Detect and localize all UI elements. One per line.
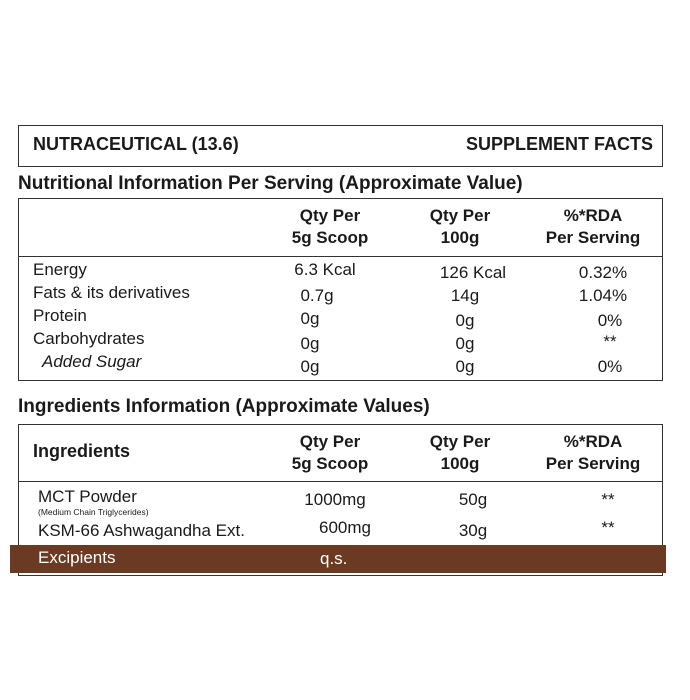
ingredients-header-divider xyxy=(18,481,663,482)
header-left-title: NUTRACEUTICAL (13.6) xyxy=(33,134,239,154)
excipients-bar: Excipients q.s. xyxy=(10,545,666,573)
ingredients-col-name: Ingredients xyxy=(33,441,131,461)
nutrient-name: Carbohydrates xyxy=(33,329,145,348)
nutrition-col-rda: %*RDA Per Serving xyxy=(545,206,641,247)
ingredient-name: KSM-66 Ashwagandha Ext. xyxy=(38,521,245,540)
ingredient-name: MCT Powder xyxy=(38,487,137,506)
ingredient-100g: 30g xyxy=(458,521,488,540)
nutrient-scoop: 0.7g xyxy=(300,286,334,305)
nutrient-rda: 0% xyxy=(597,311,623,330)
nutrition-col-100g: Qty Per 100g xyxy=(429,206,491,247)
nutrient-name: Energy xyxy=(33,260,87,279)
ingredients-col-scoop: Qty Per 5g Scoop xyxy=(291,432,369,473)
nutrition-header-divider xyxy=(18,256,663,257)
nutrient-scoop: 0g xyxy=(300,309,320,328)
ingredient-rda: ** xyxy=(601,518,615,537)
ingredients-section-title: Ingredients Information (Approximate Val… xyxy=(18,396,430,417)
ingredient-scoop: 1000mg xyxy=(304,490,366,509)
ingredients-col-100g: Qty Per 100g xyxy=(429,432,491,473)
nutrient-100g: 0g xyxy=(455,311,475,330)
ingredients-col-rda: %*RDA Per Serving xyxy=(545,432,641,473)
nutrient-rda: 0% xyxy=(597,357,623,376)
nutrient-scoop: 6.3 Kcal xyxy=(294,260,356,279)
nutrient-scoop: 0g xyxy=(300,357,320,376)
excipients-label: Excipients xyxy=(38,548,116,567)
ingredient-subname: (Medium Chain Triglycerides) xyxy=(38,507,149,517)
header-right-title: SUPPLEMENT FACTS xyxy=(466,134,654,154)
nutrient-name: Protein xyxy=(33,306,87,325)
nutrient-100g: 126 Kcal xyxy=(439,263,507,282)
ingredients-table xyxy=(18,424,663,576)
header-box xyxy=(18,125,663,167)
nutrient-100g: 14g xyxy=(450,286,480,305)
nutrient-rda: 0.32% xyxy=(578,263,628,282)
nutrient-name: Added Sugar xyxy=(42,352,142,371)
ingredient-scoop: 600mg xyxy=(319,518,371,537)
nutrient-scoop: 0g xyxy=(300,334,320,353)
ingredient-rda: ** xyxy=(601,490,615,509)
nutrient-name: Fats & its derivatives xyxy=(33,283,190,302)
nutrition-table xyxy=(18,198,663,381)
ingredient-100g: 50g xyxy=(458,490,488,509)
nutrient-100g: 0g xyxy=(455,357,475,376)
nutrient-rda: 1.04% xyxy=(578,286,628,305)
excipients-value: q.s. xyxy=(320,549,348,568)
nutrition-col-scoop: Qty Per 5g Scoop xyxy=(291,206,369,247)
nutrient-100g: 0g xyxy=(455,334,475,353)
nutrition-section-title: Nutritional Information Per Serving (App… xyxy=(18,173,523,194)
nutrient-rda: ** xyxy=(603,332,617,351)
